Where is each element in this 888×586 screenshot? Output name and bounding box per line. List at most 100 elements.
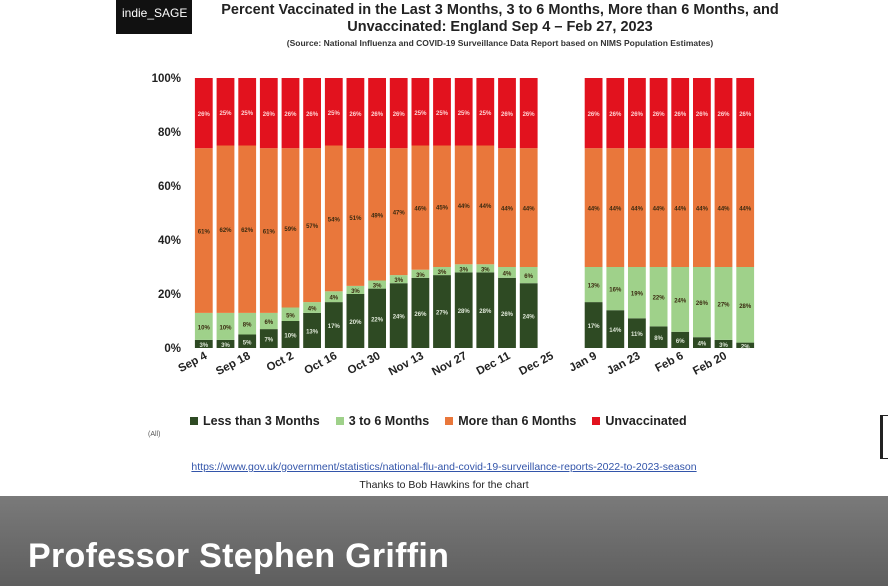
data-label: 10%	[219, 325, 232, 331]
data-label: 28%	[479, 309, 492, 315]
x-tick-label: Feb 6	[653, 350, 685, 375]
data-label: 4%	[308, 307, 317, 313]
data-label: 44%	[696, 207, 709, 213]
stacked-bar-chart: 0% 20% 40% 60% 80% 100% 3% 10% 61% 26% 3% 10% 62% 25%…	[152, 73, 755, 378]
x-tick-label: Dec 25	[517, 350, 556, 378]
data-label: 44%	[501, 207, 514, 213]
bar-segment	[433, 78, 451, 146]
bar-segment	[476, 264, 495, 273]
data-label: 54%	[328, 217, 341, 223]
data-label: 44%	[674, 207, 687, 213]
x-tick-label: Feb 20	[691, 350, 729, 378]
data-label: 17%	[588, 324, 601, 330]
bar-segment	[303, 78, 321, 149]
bar-segment	[693, 78, 711, 149]
data-label: 25%	[328, 111, 341, 117]
data-label: 25%	[241, 111, 254, 117]
bar-segment	[628, 318, 646, 348]
data-label: 5%	[243, 340, 252, 346]
data-label: 22%	[653, 296, 666, 302]
bar-segment	[194, 148, 213, 313]
data-label: 26%	[501, 112, 514, 118]
chart-legend: Less than 3 Months 3 to 6 Months More th…	[190, 414, 750, 428]
bar-segment	[606, 148, 625, 267]
data-label: 26%	[674, 112, 687, 118]
data-label: 3%	[459, 267, 468, 273]
bar-segment	[519, 148, 538, 267]
bar-segment	[259, 148, 278, 313]
bar-segment	[346, 294, 365, 348]
data-label: 7%	[264, 338, 273, 344]
bar-segment	[584, 302, 603, 348]
bar-segment	[736, 342, 755, 348]
data-label: 51%	[349, 216, 362, 222]
data-label: 26%	[371, 112, 384, 118]
data-label: 4%	[503, 271, 512, 277]
bar-segment	[433, 275, 451, 348]
legend-swatch	[592, 417, 601, 425]
bar-segment	[476, 272, 495, 348]
data-label: 26%	[739, 112, 752, 118]
bar-segment	[736, 148, 755, 267]
data-label: 44%	[739, 207, 752, 213]
bar-segment	[238, 334, 257, 348]
bar-segment	[259, 312, 278, 330]
data-label: 62%	[219, 228, 232, 234]
bar-segment	[411, 145, 430, 270]
bar-segment	[346, 78, 365, 149]
bar-segment	[238, 312, 257, 335]
data-label: 13%	[306, 329, 319, 335]
bar-segment	[671, 331, 690, 348]
bar-segment	[346, 285, 365, 294]
data-label: 2%	[741, 344, 750, 350]
legend-item-unvaccinated: Unvaccinated	[592, 414, 687, 428]
source-link[interactable]: https://www.gov.uk/government/statistics…	[191, 461, 697, 473]
data-label: 3%	[373, 284, 382, 290]
bar-segment	[238, 145, 257, 313]
x-tick-label: Dec 11	[475, 350, 513, 378]
legend-item-less-than-3-months: Less than 3 Months	[190, 414, 320, 428]
bar-segment	[606, 267, 625, 311]
presenter-banner: Professor Stephen Griffin	[0, 496, 888, 586]
data-label: 44%	[523, 207, 536, 213]
bar-segment	[389, 283, 408, 348]
presenter-name: Professor Stephen Griffin	[28, 537, 450, 575]
bar-segment	[693, 337, 711, 348]
legend-label: 3 to 6 Months	[348, 414, 430, 428]
bar-segment	[628, 267, 646, 319]
bar-segment	[649, 148, 668, 267]
bar-segment	[368, 78, 386, 149]
x-tick-label: Jan 23	[605, 350, 642, 377]
data-label: 11%	[631, 332, 643, 338]
data-label: 25%	[458, 111, 471, 117]
data-label: 44%	[588, 207, 601, 213]
bar-segment	[649, 267, 668, 327]
data-label: 25%	[436, 111, 449, 117]
bar-segment	[281, 307, 300, 321]
bar-segment	[216, 145, 235, 313]
bar-segment	[671, 148, 690, 267]
data-label: 26%	[653, 112, 666, 118]
data-label: 6%	[264, 320, 273, 326]
data-label: 44%	[631, 207, 644, 213]
credit-text: Thanks to Bob Hawkins for the chart	[359, 479, 529, 491]
bar-segment	[324, 302, 343, 348]
bar-segment	[368, 148, 386, 281]
bar-segment	[628, 148, 646, 267]
data-label: 19%	[631, 292, 644, 298]
bar-segment	[346, 148, 365, 286]
x-tick-label: Sep 4	[176, 350, 209, 375]
data-label: 8%	[243, 323, 252, 329]
data-label: 25%	[479, 111, 492, 117]
bar-segment	[411, 277, 430, 348]
bar-segment	[498, 78, 516, 149]
data-label: 57%	[306, 224, 319, 230]
bar-segment	[606, 310, 625, 348]
bar-segment	[216, 78, 235, 146]
data-label: 22%	[371, 317, 384, 323]
bar-segment	[281, 78, 300, 149]
x-tick-label: Oct 16	[303, 350, 340, 377]
bar-segment	[368, 288, 386, 348]
data-label: 17%	[328, 324, 341, 330]
legend-swatch	[190, 417, 198, 425]
